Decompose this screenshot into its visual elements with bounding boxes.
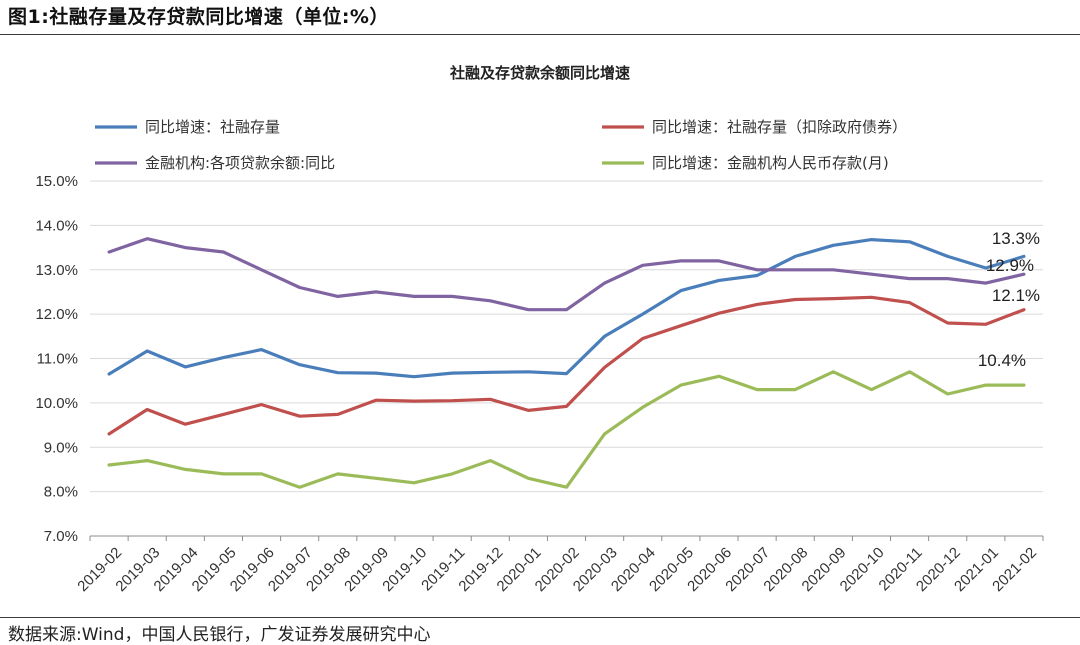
legend-item-3: 金融机构:各项贷款余额:同比 (95, 154, 335, 172)
series-lines (107, 237, 1026, 489)
data-label-1: 13.3% (992, 229, 1040, 248)
data-label-3: 12.9% (986, 256, 1034, 275)
y-tick-label: 14.0% (35, 217, 78, 234)
y-tick-label: 11.0% (37, 351, 78, 368)
legend-label: 金融机构:各项贷款余额:同比 (145, 154, 335, 172)
series-line-3 (107, 237, 1026, 312)
legend-item-1: 同比增速：社融存量 (95, 118, 280, 136)
y-axis: 7.0% 8.0% 9.0% 10.0% 11.0% 12.0% 13.0% 14.0% 15.… (35, 173, 78, 545)
legend: 同比增速：社融存量 同比增速：社融存量（扣除政府债券） 金融机构:各项贷款余额:同比… (95, 118, 907, 172)
grid-lines (90, 180, 1043, 537)
source-note: 数据来源:Wind，中国人民银行，广发证券发展研究中心 (8, 625, 431, 645)
series-line-2 (107, 295, 1026, 436)
legend-label: 同比增速：社融存量（扣除政府债券） (652, 118, 907, 136)
legend-item-2: 同比增速：社融存量（扣除政府债券） (602, 118, 907, 136)
y-tick-label: 13.0% (35, 262, 78, 279)
y-tick-label: 15.0% (35, 173, 78, 190)
bottom-divider (0, 617, 1080, 618)
data-label-2: 12.1% (992, 286, 1040, 305)
legend-label: 同比增速：金融机构人民币存款(月) (652, 154, 889, 172)
legend-item-4: 同比增速：金融机构人民币存款(月) (602, 154, 889, 172)
data-labels: 13.3% 12.1% 12.9% 10.4% (978, 229, 1040, 370)
series-line-4 (107, 370, 1026, 489)
legend-label: 同比增速：社融存量 (145, 118, 280, 136)
line-chart: 社融及存贷款余额同比增速 同比增速：社融存量 同比增速：社融存量（扣除政府债券） 金… (35, 64, 1044, 595)
chart-title: 社融及存贷款余额同比增速 (449, 64, 630, 82)
figure-title: 图1:社融存量及存贷款同比增速（单位:%） (8, 6, 389, 28)
x-axis: 2019-022019-032019-042019-052019-062019-… (74, 536, 1044, 595)
y-tick-label: 10.0% (35, 395, 78, 412)
top-divider (0, 34, 1080, 35)
y-tick-label: 7.0% (44, 528, 78, 545)
y-tick-label: 8.0% (44, 484, 78, 501)
data-label-4: 10.4% (978, 351, 1026, 370)
y-tick-label: 9.0% (44, 439, 78, 456)
y-tick-label: 12.0% (35, 306, 78, 323)
series-line-1 (107, 238, 1026, 379)
